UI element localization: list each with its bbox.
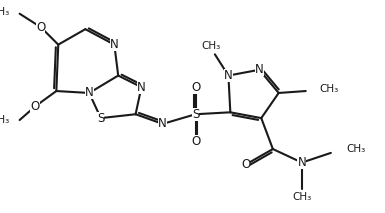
Text: CH₃: CH₃: [292, 191, 311, 201]
Text: O: O: [36, 21, 45, 34]
Text: O: O: [191, 81, 200, 94]
Text: CH₃: CH₃: [201, 41, 221, 51]
Text: N: N: [224, 69, 233, 82]
Text: N: N: [137, 81, 146, 94]
Text: CH₃: CH₃: [319, 84, 338, 94]
Text: O: O: [30, 100, 40, 113]
Text: S: S: [192, 108, 199, 121]
Text: CH₃: CH₃: [346, 144, 366, 154]
Text: CH₃: CH₃: [0, 115, 10, 125]
Text: N: N: [110, 38, 119, 51]
Text: O: O: [191, 135, 200, 148]
Text: S: S: [97, 112, 104, 125]
Text: N: N: [298, 156, 306, 169]
Text: N: N: [255, 63, 264, 76]
Text: N: N: [158, 117, 167, 130]
Text: CH₃: CH₃: [0, 7, 10, 17]
Text: N: N: [85, 86, 94, 99]
Text: O: O: [241, 158, 250, 171]
